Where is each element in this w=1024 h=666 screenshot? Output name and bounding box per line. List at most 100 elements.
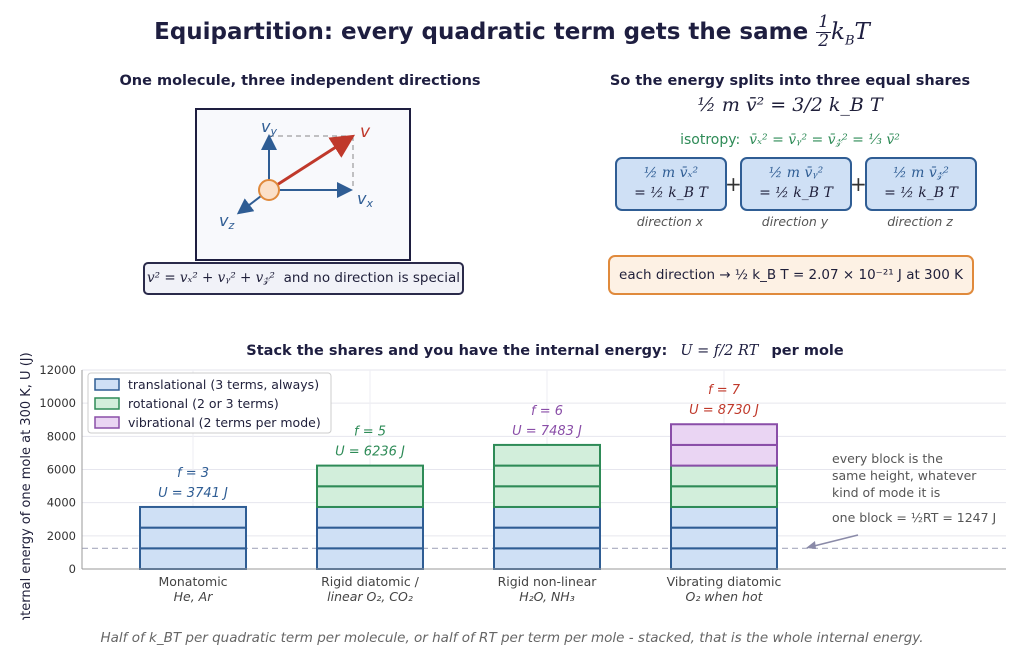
- bar-block-1-0-1: [316, 526, 424, 550]
- x-tick-label-0: Monatomic: [158, 574, 227, 589]
- annotation-line-0: every block is the: [832, 451, 943, 466]
- bar-block-1-0-0: [316, 547, 424, 571]
- title-fraction: 1 2: [816, 12, 832, 51]
- bar-block-2-1-1: [493, 464, 601, 488]
- annotation-line-2: kind of mode it is: [832, 485, 940, 500]
- velocity-diagram: vx vy vz v: [195, 108, 411, 261]
- total-f-label-1: f = 5: [354, 425, 386, 440]
- figure-caption: Half of k_BT per quadratic term per mole…: [100, 630, 924, 646]
- y-tick-label-6: 12000: [39, 363, 76, 377]
- legend-swatch-2: [94, 416, 120, 429]
- y-tick-label-5: 10000: [39, 396, 76, 410]
- velocity-equation-box: v² = vₓ² + vᵧ² + v𝓏² and no direction is…: [143, 262, 464, 295]
- isotropy-equation: v̄ₓ² = v̄ᵧ² = v̄𝓏² = ⅓ v̄²: [749, 132, 900, 148]
- x-tick-label-3: Vibrating diatomic: [667, 574, 782, 589]
- bar-block-0-0-2: [139, 505, 247, 529]
- legend-swatch-0: [94, 378, 120, 391]
- direction-x-label: direction x: [636, 214, 704, 229]
- energy-equation: ½ m v̄² = 3/2 k_B T: [697, 94, 883, 116]
- legend-label-0: translational (3 terms, always): [128, 377, 319, 392]
- title-kbt: kBT: [831, 18, 870, 49]
- y-tick-label-2: 4000: [47, 496, 76, 510]
- each-direction-box: each direction → ½ k_B T = 2.07 × 10⁻²¹ …: [608, 255, 974, 295]
- velocity-equation: v² = vₓ² + vᵧ² + v𝓏²: [146, 270, 275, 286]
- plus-1: +: [725, 172, 742, 196]
- bar-block-3-2-1: [670, 423, 778, 446]
- total-u-label-3: U = 8730 J: [689, 403, 759, 418]
- isotropy-line: isotropy: v̄ₓ² = v̄ᵧ² = v̄𝓏² = ⅓ v̄²: [640, 132, 940, 148]
- total-f-label-3: f = 7: [708, 383, 741, 398]
- legend-label-1: rotational (2 or 3 terms): [128, 396, 279, 411]
- direction-y-box: ½ m v̄ᵧ² = ½ k_B T: [740, 157, 852, 211]
- vx-label: vx: [357, 189, 373, 210]
- bar-block-3-0-2: [670, 505, 778, 529]
- bar-block-3-2-0: [670, 443, 778, 467]
- x-tick-label-2: Rigid non-linear: [498, 574, 598, 589]
- bar-block-3-1-0: [670, 485, 778, 508]
- direction-z-label: direction z: [887, 214, 953, 229]
- legend-frame: [87, 372, 332, 434]
- each-direction-text: each direction → ½ k_B T = 2.07 × 10⁻²¹ …: [619, 267, 963, 283]
- y-tick-label-1: 2000: [47, 529, 76, 543]
- x-tick-sublabel-3: O₂ when hot: [685, 589, 763, 604]
- x-tick-sublabel-1: linear O₂, CO₂: [327, 589, 413, 604]
- plus-2: +: [850, 172, 867, 196]
- bar-block-0-0-1: [139, 526, 247, 550]
- v-arrow: [268, 134, 356, 192]
- diagram-frame: [195, 108, 411, 261]
- bar-block-1-1-0: [316, 485, 424, 508]
- chart-title: Stack the shares and you have the intern…: [246, 343, 844, 359]
- total-u-label-1: U = 6236 J: [335, 445, 405, 460]
- isotropy-label: isotropy:: [680, 132, 741, 148]
- direction-y-label: direction y: [761, 214, 829, 229]
- direction-x-box: ½ m v̄ₓ² = ½ k_B T: [615, 157, 727, 211]
- bar-block-2-1-2: [493, 443, 601, 467]
- title-text: Equipartition: every quadratic term gets…: [154, 18, 809, 45]
- legend-label-2: vibrational (2 terms per mode): [128, 415, 321, 430]
- direction-x-top: ½ m v̄ₓ²: [643, 165, 699, 181]
- internal-energy-chart: Stack the shares and you have the intern…: [19, 343, 1006, 620]
- molecule-circle: [258, 179, 280, 201]
- bar-block-3-1-1: [670, 464, 778, 488]
- x-tick-sublabel-0: He, Ar: [174, 589, 214, 604]
- x-tick-label-1: Rigid diatomic /: [321, 574, 420, 589]
- legend-swatch-1: [94, 397, 120, 410]
- y-tick-label-0: 0: [69, 562, 76, 576]
- bar-block-2-0-2: [493, 505, 601, 529]
- direction-y-bottom: = ½ k_B T: [759, 185, 833, 201]
- chart-annotation: every block is the same height, whatever k…: [806, 451, 996, 549]
- bar-block-2-1-0: [493, 485, 601, 508]
- bar-block-3-0-0: [670, 547, 778, 571]
- annotation-block-text: one block = ½RT = 1247 J: [832, 510, 996, 525]
- direction-z-top: ½ m v̄𝓏²: [893, 165, 949, 181]
- direction-z-bottom: = ½ k_B T: [884, 185, 958, 201]
- annotation-arrow-head: [806, 541, 816, 549]
- right-panel-heading: So the energy splits into three equal sh…: [609, 73, 971, 89]
- y-axis-label: internal energy of one mole at 300 K, U …: [19, 352, 34, 620]
- velocity-equation-tail: and no direction is special: [283, 270, 461, 286]
- direction-z-box: ½ m v̄𝓏² = ½ k_B T: [865, 157, 977, 211]
- annotation-line-1: same height, whatever: [832, 468, 977, 483]
- chart-axes: 0 2000 4000 6000 8000 10000 12000 MonatomicHe, …: [39, 363, 1006, 604]
- total-f-label-2: f = 6: [531, 404, 563, 419]
- bar-block-0-0-0: [139, 547, 247, 571]
- total-f-label-0: f = 3: [177, 466, 209, 481]
- bar-block-3-0-1: [670, 526, 778, 550]
- direction-x-bottom: = ½ k_B T: [634, 185, 708, 201]
- chart-bars: U = 3741 J f = 3 U = 6236 J f = 5 U = 7483 J…: [139, 383, 778, 571]
- vy-label: vy: [261, 117, 277, 138]
- bar-block-1-1-1: [316, 464, 424, 488]
- y-tick-label-3: 6000: [47, 463, 76, 477]
- bar-block-2-0-0: [493, 547, 601, 571]
- vz-label: vz: [219, 211, 234, 232]
- bar-block-2-0-1: [493, 526, 601, 550]
- total-u-label-2: U = 7483 J: [512, 424, 582, 439]
- direction-y-top: ½ m v̄ᵧ²: [768, 165, 824, 181]
- page-title: Equipartition: every quadratic term gets…: [0, 12, 1024, 51]
- annotation-arrow-line: [809, 534, 859, 548]
- bar-block-1-0-2: [316, 505, 424, 529]
- left-panel-heading: One molecule, three independent directio…: [119, 73, 481, 89]
- total-u-label-0: U = 3741 J: [158, 486, 228, 501]
- chart-legend: translational (3 terms, always) rotationa…: [87, 372, 332, 434]
- x-tick-sublabel-2: H₂O, NH₃: [519, 589, 574, 604]
